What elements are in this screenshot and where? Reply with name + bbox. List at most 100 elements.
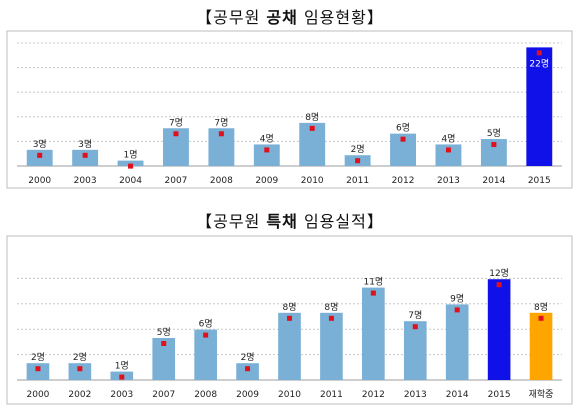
chart-gongchae: 3명 2000 3명 2003 1명 2004 7명 2007 7명 2008 4명 2009 8명 20… xyxy=(6,30,573,189)
data-label: 2명 xyxy=(351,144,365,155)
point-marker xyxy=(82,152,88,158)
data-label: 6명 xyxy=(199,319,213,330)
bar-2000 xyxy=(26,149,53,166)
tick-label: 2002 xyxy=(68,390,91,400)
title-emphasis: 특채 xyxy=(266,212,298,231)
tick-label: 2003 xyxy=(74,176,97,186)
tick-label: 2007 xyxy=(165,176,188,186)
data-label: 6명 xyxy=(396,123,410,134)
tick-label: 재학중 xyxy=(529,389,554,400)
point-marker xyxy=(355,158,361,164)
tick-label: 2009 xyxy=(255,176,278,186)
tick-label: 2013 xyxy=(437,176,460,186)
data-label: 2명 xyxy=(73,352,87,363)
point-marker xyxy=(287,315,292,321)
data-label: 7명 xyxy=(169,117,183,128)
tick-label: 2011 xyxy=(346,176,369,186)
tick-label: 2012 xyxy=(392,176,415,186)
tick-label: 2010 xyxy=(301,176,324,186)
bar-2013 xyxy=(403,321,427,380)
point-marker xyxy=(309,125,315,131)
bar-2003 xyxy=(72,149,99,166)
title-emphasis: 공채 xyxy=(266,8,298,27)
point-marker xyxy=(35,366,41,372)
point-marker xyxy=(491,142,497,148)
tick-label: 2013 xyxy=(404,390,427,400)
tick-label: 2008 xyxy=(194,390,217,400)
bar-2008 xyxy=(194,329,217,380)
bar-2000 xyxy=(26,363,50,380)
point-marker xyxy=(370,290,376,296)
tick-label: 2012 xyxy=(362,390,385,400)
data-label: 5명 xyxy=(157,327,171,338)
data-label: 8명 xyxy=(282,302,296,313)
data-label: 2명 xyxy=(241,352,255,363)
data-label: 11명 xyxy=(363,277,383,288)
point-marker xyxy=(328,315,334,321)
bar-2011 xyxy=(320,312,343,380)
data-label: 4명 xyxy=(441,133,455,144)
bar-2009 xyxy=(253,144,280,166)
data-label: 8명 xyxy=(324,302,338,313)
data-label: 3명 xyxy=(33,139,47,150)
tick-label: 2007 xyxy=(152,390,175,400)
data-label: 1명 xyxy=(115,361,129,372)
bar-2015 xyxy=(487,279,511,380)
point-marker xyxy=(454,307,460,313)
chart-title-gongchae: 【공무원 공채 임용현황】 xyxy=(196,8,384,27)
bar-2009 xyxy=(236,363,259,380)
point-marker xyxy=(203,332,209,338)
data-label: 12명 xyxy=(489,268,509,279)
bar-재학중 xyxy=(529,312,553,380)
data-label: 2명 xyxy=(31,352,45,363)
bar-2002 xyxy=(68,363,92,380)
tick-label: 2003 xyxy=(110,390,133,400)
tick-label: 2004 xyxy=(119,176,142,186)
point-marker xyxy=(128,163,134,169)
data-label: 7명 xyxy=(408,310,422,321)
data-label: 7명 xyxy=(214,117,228,128)
bar-2013 xyxy=(435,144,462,166)
data-label: 8명 xyxy=(305,112,319,123)
point-marker xyxy=(412,324,418,330)
bar-2010 xyxy=(278,312,301,380)
point-marker xyxy=(496,282,502,288)
tick-label: 2015 xyxy=(528,176,551,186)
tick-label: 2014 xyxy=(446,390,469,400)
point-marker xyxy=(445,147,451,153)
tick-label: 2014 xyxy=(482,176,505,186)
data-label: 8명 xyxy=(534,302,548,313)
tick-label: 2008 xyxy=(210,176,233,186)
point-marker xyxy=(538,315,544,321)
point-marker xyxy=(245,366,251,372)
chart-frame xyxy=(6,235,573,405)
data-label: 22명 xyxy=(529,58,549,69)
point-marker xyxy=(77,366,83,372)
bar-2012 xyxy=(362,287,385,380)
tick-label: 2000 xyxy=(27,390,50,400)
bar-2007 xyxy=(152,338,176,380)
tick-label: 2011 xyxy=(320,390,343,400)
data-label: 3명 xyxy=(78,139,92,150)
tick-label: 2015 xyxy=(488,390,511,400)
point-marker xyxy=(536,50,542,56)
point-marker xyxy=(400,136,406,142)
bar-2015 xyxy=(526,47,553,166)
bar-2014 xyxy=(445,304,469,380)
tick-label: 2009 xyxy=(236,390,259,400)
point-marker xyxy=(218,131,224,137)
data-label: 9명 xyxy=(450,293,464,304)
bar-2004 xyxy=(117,160,144,166)
point-marker xyxy=(264,147,270,153)
data-label: 4명 xyxy=(260,133,274,144)
point-marker xyxy=(173,131,179,137)
tick-label: 2000 xyxy=(28,176,51,186)
chart-title-teukchae: 【공무원 특채 임용실적】 xyxy=(196,212,384,231)
data-label: 1명 xyxy=(124,150,138,161)
point-marker xyxy=(161,341,167,346)
point-marker xyxy=(119,374,125,380)
tick-label: 2010 xyxy=(278,390,301,400)
point-marker xyxy=(37,152,43,158)
chart-frame xyxy=(6,30,573,189)
